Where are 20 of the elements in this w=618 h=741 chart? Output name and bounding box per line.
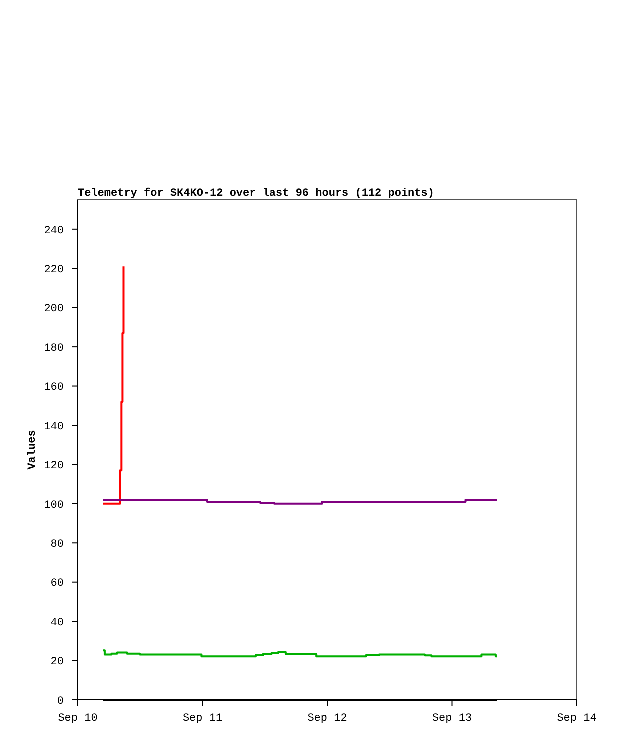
x-tick-label: Sep 11: [182, 713, 223, 725]
x-tick-label: Sep 12: [308, 713, 348, 725]
y-tick-label: 40: [50, 617, 64, 630]
y-tick-label: 160: [44, 382, 64, 394]
y-tick-label: 60: [50, 578, 64, 590]
y-tick-label: 220: [44, 264, 64, 276]
y-tick-label: 0: [57, 696, 64, 708]
chart-title: Telemetry for SK4KO-12 over last 96 hours (112 points): [78, 187, 434, 200]
x-tick-label: Sep 13: [432, 713, 472, 725]
y-tick-label: 180: [44, 342, 64, 355]
x-tick-label: Sep 10: [58, 713, 98, 725]
y-tick-label: 140: [44, 421, 64, 434]
y-axis-title: Values: [27, 430, 39, 470]
x-tick-label: Sep 14: [557, 713, 598, 725]
y-tick-label: 240: [44, 225, 64, 238]
y-tick-label: 20: [50, 656, 64, 669]
y-tick-label: 80: [50, 538, 64, 551]
y-tick-label: 100: [44, 500, 64, 512]
y-tick-label: 200: [44, 304, 64, 316]
y-tick-label: 120: [44, 460, 64, 473]
